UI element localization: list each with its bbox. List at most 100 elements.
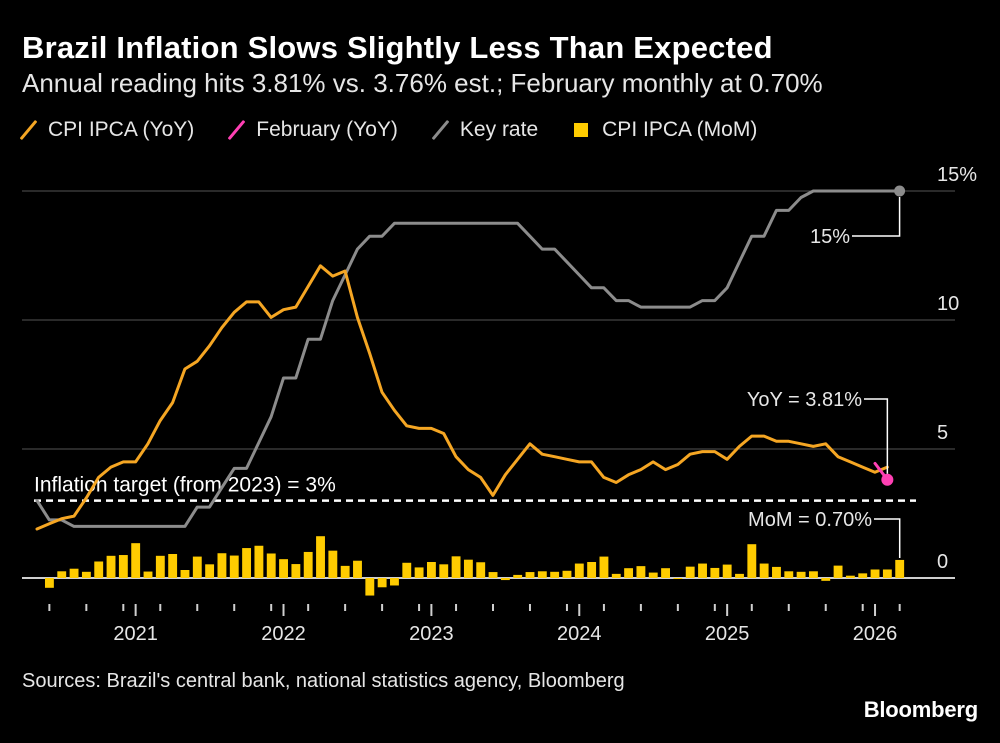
mom-bar xyxy=(500,578,510,581)
mom-bar xyxy=(353,560,362,578)
mom-bar xyxy=(143,571,153,578)
mom-bar xyxy=(562,570,572,578)
mom-bar xyxy=(710,567,720,578)
bloomberg-logo: Bloomberg xyxy=(863,697,979,722)
mom-bar xyxy=(882,569,892,578)
mom-bar xyxy=(673,578,683,579)
mom-bar xyxy=(377,578,387,588)
x-tick-label-2021: 2021 xyxy=(113,623,158,645)
mom-bar xyxy=(525,572,535,578)
y-tick-label-10: 10 xyxy=(937,293,959,315)
yoy-annotation: YoY = 3.81% xyxy=(747,389,862,411)
mom-bar xyxy=(57,571,67,578)
mom-bar xyxy=(414,567,424,578)
mom-bar xyxy=(279,559,288,578)
legend-swatch-cpi-yoy xyxy=(22,119,34,141)
mom-bar xyxy=(648,572,658,578)
mom-bar xyxy=(328,550,338,578)
key-rate-line xyxy=(35,189,902,528)
february-end-dot xyxy=(881,473,894,486)
legend-item-february-yoy: February (YoY) xyxy=(230,118,398,142)
mom-bar xyxy=(291,564,301,578)
x-tick-label-2022: 2022 xyxy=(261,623,306,645)
mom-bar xyxy=(772,566,781,578)
mom-bar xyxy=(44,578,54,588)
mom-bar xyxy=(118,555,128,578)
x-tick-label-2024: 2024 xyxy=(557,623,602,645)
mom-bar xyxy=(242,548,252,578)
legend: CPI IPCA (YoY) February (YoY) Key rate C… xyxy=(22,118,793,142)
y-tick-label-5: 5 xyxy=(937,422,948,444)
legend-swatch-key-rate xyxy=(434,119,446,141)
mom-bar xyxy=(488,572,498,578)
key-rate-annotation: 15% xyxy=(810,226,850,248)
x-tick-label-2026: 2026 xyxy=(853,623,898,645)
mom-bar xyxy=(303,551,313,578)
mom-bar xyxy=(94,561,104,578)
mom-bar xyxy=(870,569,880,578)
mom-bar xyxy=(747,544,757,578)
mom-bar xyxy=(266,553,276,578)
mom-bar xyxy=(217,553,227,578)
x-tick-label-2023: 2023 xyxy=(409,623,454,645)
key-rate-leader xyxy=(852,197,901,237)
mom-bar xyxy=(205,564,215,578)
mom-bar xyxy=(254,545,264,578)
key-rate-end-dot xyxy=(894,185,906,197)
mom-bar xyxy=(402,562,412,578)
mom-bar xyxy=(845,575,855,578)
legend-swatch-cpi-mom xyxy=(574,123,589,137)
legend-item-key-rate: Key rate xyxy=(434,118,538,142)
mom-bar xyxy=(365,578,375,596)
mom-annotation: MoM = 0.70% xyxy=(748,509,872,531)
inflation-target-label: Inflation target (from 2023) = 3% xyxy=(34,474,336,497)
mom-bar xyxy=(858,573,868,578)
chart-title: Brazil Inflation Slows Slightly Less Tha… xyxy=(22,30,773,65)
x-tick-label-2025: 2025 xyxy=(705,623,750,645)
mom-bar xyxy=(131,543,141,578)
mom-bar xyxy=(636,566,646,578)
mom-bar xyxy=(180,570,190,578)
mom-bar xyxy=(439,564,449,578)
mom-bar xyxy=(340,565,350,578)
mom-bar xyxy=(796,571,806,578)
chart-plot: 15% 10 5 0 2021 2022 2023 2024 2025 2026 Inflation… xyxy=(22,164,977,645)
mom-bar xyxy=(833,565,843,578)
mom-bar xyxy=(316,536,325,578)
mom-bar xyxy=(611,573,621,578)
y-tick-label-0: 0 xyxy=(937,551,948,573)
mom-bar xyxy=(537,571,547,578)
legend-item-cpi-mom: CPI IPCA (MoM) xyxy=(574,118,757,142)
mom-bar xyxy=(192,556,202,578)
mom-bar xyxy=(599,556,609,578)
mom-bar xyxy=(155,555,165,578)
mom-bar xyxy=(587,562,597,578)
mom-bar xyxy=(513,574,523,578)
mom-bar xyxy=(69,568,79,578)
mom-bar xyxy=(735,573,744,578)
mom-bar xyxy=(698,563,707,578)
y-tick-label-15: 15% xyxy=(937,164,977,186)
mom-bar xyxy=(685,566,695,578)
legend-label-february-yoy: February (YoY) xyxy=(256,118,398,141)
mom-bar xyxy=(821,578,831,581)
mom-bar xyxy=(451,556,461,578)
source-note: Sources: Brazil's central bank, national… xyxy=(22,670,625,692)
mom-leader xyxy=(874,518,901,558)
legend-swatch-february-yoy xyxy=(230,119,242,141)
mom-bar xyxy=(106,555,116,578)
cpi-yoy-line xyxy=(35,264,889,531)
legend-label-cpi-yoy: CPI IPCA (YoY) xyxy=(48,118,195,141)
mom-bar xyxy=(168,554,178,578)
mom-bar xyxy=(759,563,769,578)
mom-bar xyxy=(574,563,584,578)
mom-bar xyxy=(722,564,732,578)
mom-bar xyxy=(390,578,399,586)
chart-subtitle: Annual reading hits 3.81% vs. 3.76% est.… xyxy=(22,68,823,98)
mom-bar xyxy=(624,568,634,578)
mom-bar xyxy=(426,562,436,578)
yoy-leader xyxy=(864,398,889,474)
mom-bar xyxy=(463,559,473,578)
legend-label-key-rate: Key rate xyxy=(459,118,539,141)
mom-bar xyxy=(661,568,670,578)
